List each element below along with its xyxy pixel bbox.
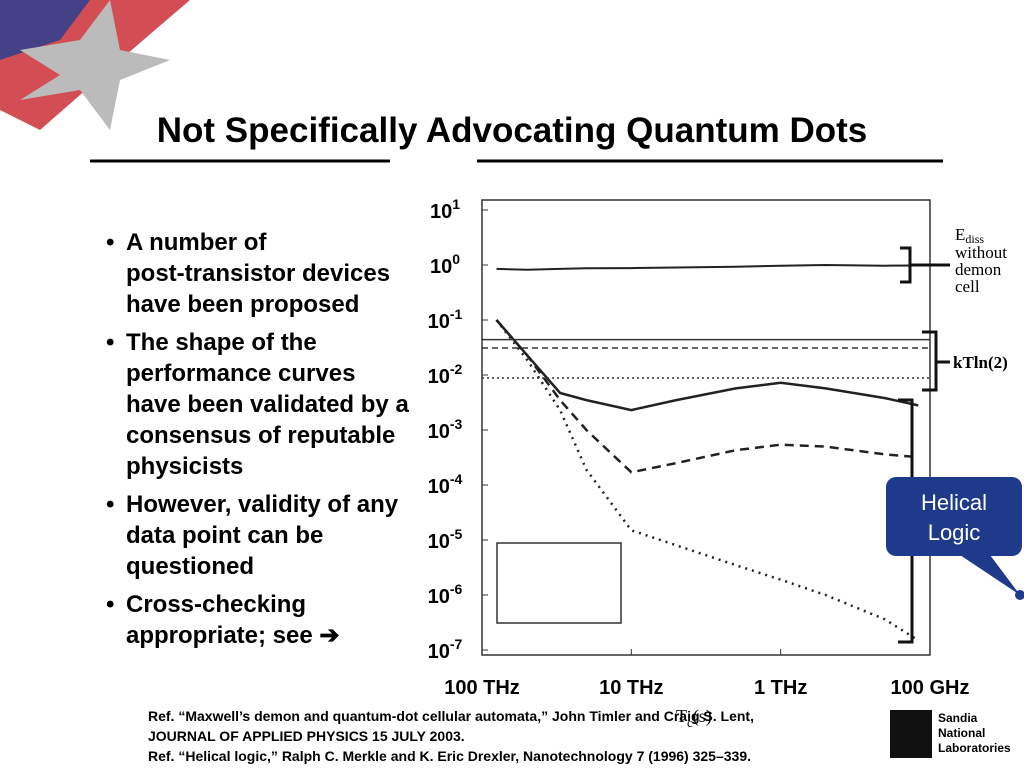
tick-exponent: 0 [452, 251, 460, 267]
bullet: A number of post-transistor devices have b… [126, 229, 390, 318]
tick-base: 10 [428, 311, 450, 333]
tick-base: 10 [428, 586, 450, 608]
plot-frame [481, 199, 931, 656]
reference: Ref. “Maxwell’s demon and quantum-dot ce… [148, 708, 754, 724]
decoration [0, 0, 90, 60]
y-tick-label: 10-7 [428, 636, 463, 663]
logo-text: National [938, 726, 985, 740]
bracket [900, 246, 950, 284]
x-tick-label: 10 THz [599, 677, 663, 699]
x-tick-label: 100 GHz [891, 677, 970, 699]
tick-base: 10 [430, 256, 452, 278]
series-line [495, 319, 919, 412]
bracket [922, 330, 950, 392]
bullet: The shape of the performance curves have b… [126, 329, 409, 480]
bullet: However, validity of any data point can b… [126, 491, 399, 580]
x-axis-label: Tc(s) [676, 706, 712, 730]
y-tick-label: 10-5 [428, 526, 463, 553]
reference: Ref. “Helical logic,” Ralph C. Merkle an… [148, 748, 751, 764]
bullet-dot: • [106, 591, 114, 618]
tick-base: 10 [430, 201, 452, 223]
logo-text: Sandia [938, 711, 978, 725]
callout-dot [1015, 590, 1024, 600]
y-tick-label: 100 [430, 251, 460, 278]
callout-text: Logic [928, 520, 981, 545]
tick-exponent: -6 [450, 581, 463, 597]
tick-base: 10 [428, 366, 450, 388]
x-tick-label: 100 THz [444, 677, 520, 699]
slide-title: Not Specifically Advocating Quantum Dots [157, 111, 867, 150]
bullet-dot: • [106, 229, 114, 256]
callout-box [886, 477, 1022, 556]
series-line [495, 319, 919, 474]
star [20, 0, 170, 130]
legend [496, 542, 622, 624]
tick-base: 10 [428, 421, 450, 443]
tick-exponent: -2 [450, 361, 463, 377]
ktln2-label: kTln(2) [953, 353, 1008, 372]
e-diss-line [496, 263, 919, 271]
tick-exponent: -5 [450, 526, 463, 542]
e-diss-label: Ediss without demon cell [955, 225, 1007, 296]
tick-exponent: -7 [450, 636, 463, 652]
y-tick-label: 101 [430, 196, 460, 223]
tick-exponent: -1 [450, 306, 463, 322]
y-tick-label: 10-2 [428, 361, 463, 388]
x-tick-label: 1 THz [754, 677, 807, 699]
tick-exponent: 1 [452, 196, 460, 212]
bullets: A number of post-transistor devices have b… [106, 229, 409, 649]
callout-text: Helical [921, 490, 987, 515]
bullet: Cross-checking appropriate; see ➔ [126, 591, 340, 649]
tick-exponent: -4 [450, 471, 463, 487]
tick-exponent: -3 [450, 416, 463, 432]
y-tick-label: 10-6 [428, 581, 463, 608]
tick-base: 10 [428, 531, 450, 553]
y-tick-label: 10-3 [428, 416, 463, 443]
series-line [495, 319, 919, 642]
logo-text: Laboratories [938, 741, 1011, 755]
logo-mark [890, 710, 932, 758]
y-tick-label: 10-4 [428, 471, 463, 498]
bullet-dot: • [106, 491, 114, 518]
bullet-dot: • [106, 329, 114, 356]
y-tick-label: 10-1 [428, 306, 463, 333]
tick-base: 10 [428, 641, 450, 663]
callout-tail [960, 555, 1020, 595]
reference: JOURNAL OF APPLIED PHYSICS 15 JULY 2003. [148, 728, 465, 744]
tick-base: 10 [428, 476, 450, 498]
